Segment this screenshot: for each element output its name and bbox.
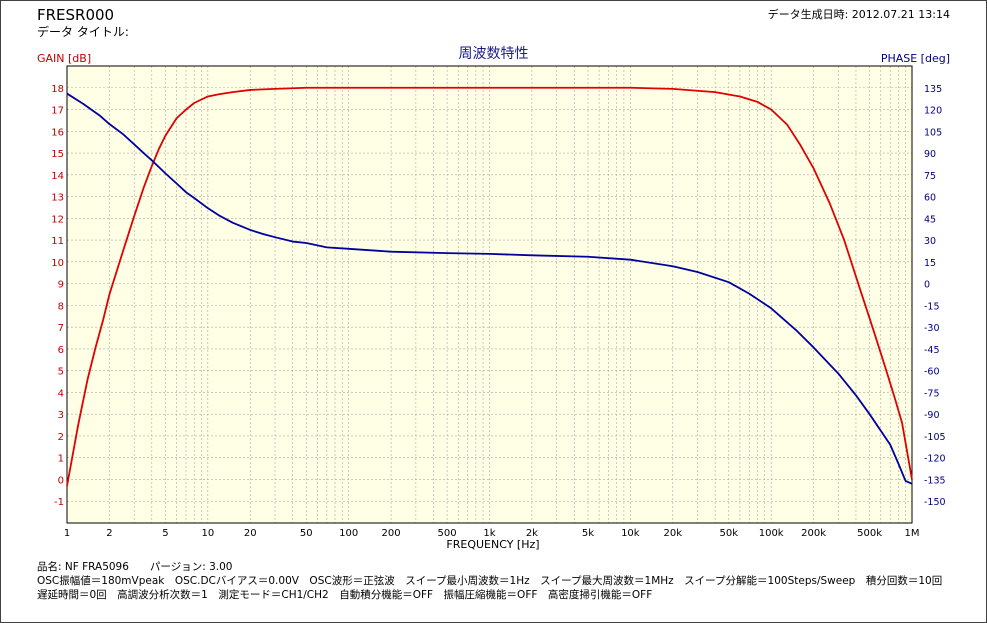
series-layer xyxy=(66,86,913,487)
gain-tick-label: 13 xyxy=(51,193,64,204)
plot-border xyxy=(66,65,913,524)
gain-tick-label: 17 xyxy=(51,106,64,117)
x-tick-label: 50 xyxy=(300,528,313,539)
phase-tick-label: 60 xyxy=(924,193,936,204)
x-tick-label: 2k xyxy=(526,528,538,539)
phase-tick-label: -150 xyxy=(924,497,946,508)
gain-axis-label: GAIN [dB] xyxy=(37,52,92,65)
x-tick-label: 200k xyxy=(801,528,826,539)
x-tick-label: 500k xyxy=(857,528,882,539)
instrument-info: 品名: NF FRA5096 パージョン: 3.00 OSC振幅値＝180mVp… xyxy=(37,560,942,602)
x-tick-label: 10 xyxy=(201,528,214,539)
gain-tick-label: 10 xyxy=(51,258,64,269)
gain-tick-label: 14 xyxy=(51,171,64,182)
info-line-model: 品名: NF FRA5096 パージョン: 3.00 xyxy=(37,561,233,573)
gain-tick-label: 7 xyxy=(58,323,64,334)
x-tick-label: 1M xyxy=(905,528,920,539)
gain-tick-label: 11 xyxy=(51,236,64,247)
phase-tick-label: -60 xyxy=(924,367,940,378)
x-tick-label: 20k xyxy=(663,528,682,539)
phase-axis-label: PHASE [deg] xyxy=(880,52,950,65)
file-name: FRESR000 xyxy=(37,6,115,24)
phase-tick-label: 0 xyxy=(924,280,930,291)
x-tick-label: 200 xyxy=(382,528,401,539)
phase-tick-label: 90 xyxy=(924,149,936,160)
x-axis-title: FREQUENCY [Hz] xyxy=(446,538,539,551)
x-tick-label: 10k xyxy=(621,528,640,539)
created-datetime: データ生成日時: 2012.07.21 13:14 xyxy=(767,8,950,21)
phase-tick-label: 15 xyxy=(924,258,936,269)
series-gain-line xyxy=(66,86,913,487)
x-tick-labels: 1 2 5 10 20 50 100 200 500 1k 2k 5k 10k 20k 50k 100k 200… xyxy=(64,528,920,539)
x-tick-label: 1k xyxy=(483,528,495,539)
series-phase-line xyxy=(66,92,913,485)
phase-tick-label: -135 xyxy=(924,475,946,486)
phase-tick-label: 30 xyxy=(924,236,936,247)
gain-tick-label: 4 xyxy=(58,388,64,399)
gain-tick-label: 5 xyxy=(58,367,64,378)
phase-tick-labels: -150-135-120-105-90-75-60-45-30-15015304… xyxy=(924,84,946,508)
gain-tick-label: 3 xyxy=(58,410,64,421)
phase-tick-label: -15 xyxy=(924,301,940,312)
chart-title: 周波数特性 xyxy=(458,46,529,62)
x-tick-label: 500 xyxy=(438,528,457,539)
phase-tick-label: 135 xyxy=(924,84,942,95)
phase-tick-label: 105 xyxy=(924,127,942,138)
gain-tick-label: 1 xyxy=(58,454,64,465)
phase-tick-label: -90 xyxy=(924,410,940,421)
phase-tick-label: 45 xyxy=(924,214,936,225)
x-tick-label: 1 xyxy=(64,528,70,539)
phase-tick-label: 120 xyxy=(924,106,942,117)
x-tick-label: 100k xyxy=(759,528,784,539)
gain-tick-label: 9 xyxy=(58,280,64,291)
gain-tick-label: 18 xyxy=(51,84,64,95)
gain-tick-label: 6 xyxy=(58,345,64,356)
gain-tick-label: 2 xyxy=(58,432,64,443)
x-tick-label: 5 xyxy=(162,528,168,539)
phase-tick-label: 75 xyxy=(924,171,936,182)
phase-tick-label: -75 xyxy=(924,388,940,399)
frequency-response-chart: 1 2 5 10 20 50 100 200 500 1k 2k 5k 10k 20k 50k 100k 200… xyxy=(51,65,946,551)
x-tick-label: 20 xyxy=(244,528,257,539)
grid-lines xyxy=(67,66,912,523)
data-title-label: データ タイトル: xyxy=(37,25,129,39)
phase-tick-label: -30 xyxy=(924,323,940,334)
x-tick-label: 2 xyxy=(106,528,112,539)
x-tick-label: 100 xyxy=(339,528,358,539)
gain-tick-label: 0 xyxy=(58,475,64,486)
gain-tick-label: 12 xyxy=(51,214,64,225)
gain-tick-label: 16 xyxy=(51,127,64,138)
info-line-osc: OSC振幅値＝180mVpeak OSC.DCバイアス＝0.00V OSC波形＝… xyxy=(37,575,943,587)
gain-tick-label: 15 xyxy=(51,149,64,160)
phase-tick-label: -120 xyxy=(924,454,946,465)
x-tick-label: 5k xyxy=(582,528,594,539)
info-line-settings: 遅延時間＝0回 高調波分析次数＝1 測定モード＝CH1/CH2 自動積分機能＝O… xyxy=(37,589,653,601)
gain-tick-label: 8 xyxy=(58,301,64,312)
gain-tick-label: -1 xyxy=(54,497,64,508)
x-tick-label: 50k xyxy=(720,528,739,539)
phase-tick-label: -45 xyxy=(924,345,940,356)
phase-tick-label: -105 xyxy=(924,432,946,443)
